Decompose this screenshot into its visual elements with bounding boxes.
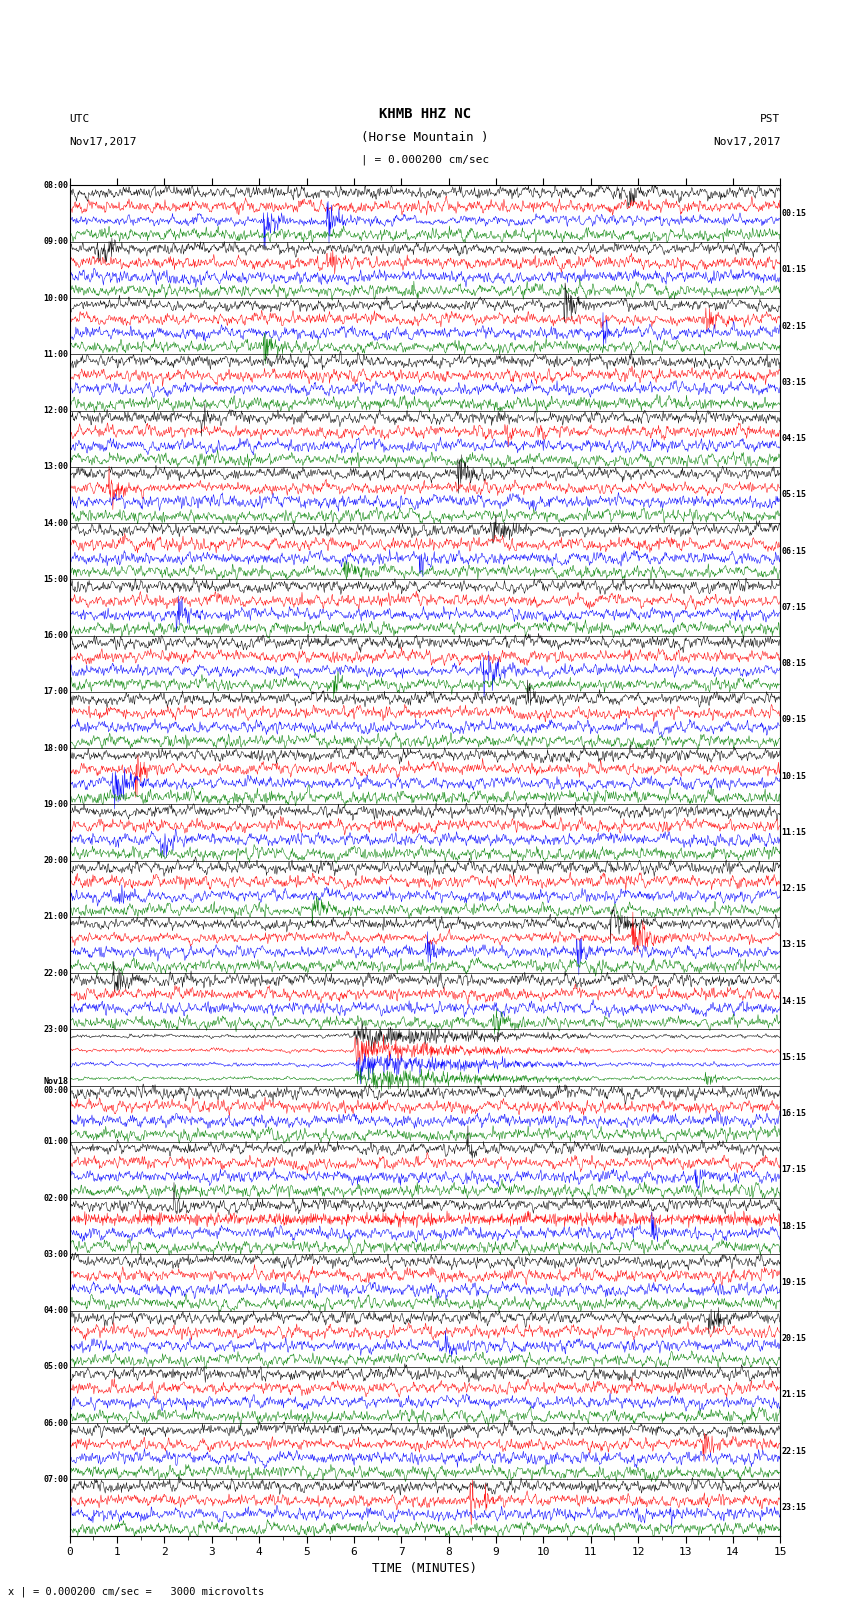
Text: 19:00: 19:00 (43, 800, 68, 808)
Text: 21:00: 21:00 (43, 913, 68, 921)
Text: 11:00: 11:00 (43, 350, 68, 358)
Text: UTC: UTC (70, 115, 90, 124)
Text: 15:15: 15:15 (782, 1053, 807, 1061)
Text: x | = 0.000200 cm/sec =   3000 microvolts: x | = 0.000200 cm/sec = 3000 microvolts (8, 1586, 264, 1597)
Text: PST: PST (760, 115, 780, 124)
Text: 20:00: 20:00 (43, 857, 68, 865)
Text: 12:00: 12:00 (43, 406, 68, 415)
Text: 14:00: 14:00 (43, 518, 68, 527)
Text: 02:00: 02:00 (43, 1194, 68, 1203)
Text: 01:15: 01:15 (782, 266, 807, 274)
Text: 04:15: 04:15 (782, 434, 807, 444)
Text: 20:15: 20:15 (782, 1334, 807, 1344)
Text: 00:15: 00:15 (782, 210, 807, 218)
Text: 04:00: 04:00 (43, 1307, 68, 1315)
Text: 03:15: 03:15 (782, 377, 807, 387)
Text: 05:00: 05:00 (43, 1363, 68, 1371)
Text: 09:00: 09:00 (43, 237, 68, 247)
Text: 14:15: 14:15 (782, 997, 807, 1005)
Text: 22:00: 22:00 (43, 968, 68, 977)
Text: KHMB HHZ NC: KHMB HHZ NC (379, 106, 471, 121)
Text: 12:15: 12:15 (782, 884, 807, 894)
Text: 08:15: 08:15 (782, 660, 807, 668)
Text: 21:15: 21:15 (782, 1390, 807, 1400)
Text: 17:15: 17:15 (782, 1166, 807, 1174)
Text: 10:15: 10:15 (782, 771, 807, 781)
Text: 01:00: 01:00 (43, 1137, 68, 1147)
Text: 06:15: 06:15 (782, 547, 807, 555)
Text: 09:15: 09:15 (782, 716, 807, 724)
Text: 22:15: 22:15 (782, 1447, 807, 1455)
Text: 23:15: 23:15 (782, 1503, 807, 1511)
Text: 07:00: 07:00 (43, 1474, 68, 1484)
Text: 07:15: 07:15 (782, 603, 807, 611)
Text: 16:00: 16:00 (43, 631, 68, 640)
Text: 03:00: 03:00 (43, 1250, 68, 1258)
Text: 00:00: 00:00 (43, 1086, 68, 1095)
Text: 05:15: 05:15 (782, 490, 807, 500)
Text: Nov17,2017: Nov17,2017 (713, 137, 780, 147)
Text: | = 0.000200 cm/sec: | = 0.000200 cm/sec (361, 153, 489, 165)
Text: 06:00: 06:00 (43, 1418, 68, 1428)
Text: 11:15: 11:15 (782, 827, 807, 837)
Text: 23:00: 23:00 (43, 1024, 68, 1034)
X-axis label: TIME (MINUTES): TIME (MINUTES) (372, 1561, 478, 1574)
Text: (Horse Mountain ): (Horse Mountain ) (361, 131, 489, 144)
Text: 13:15: 13:15 (782, 940, 807, 950)
Text: 02:15: 02:15 (782, 321, 807, 331)
Text: Nov18: Nov18 (43, 1076, 68, 1086)
Text: 15:00: 15:00 (43, 574, 68, 584)
Text: Nov17,2017: Nov17,2017 (70, 137, 137, 147)
Text: 13:00: 13:00 (43, 463, 68, 471)
Text: 16:15: 16:15 (782, 1110, 807, 1118)
Text: 08:00: 08:00 (43, 181, 68, 190)
Text: 10:00: 10:00 (43, 294, 68, 303)
Text: 18:15: 18:15 (782, 1221, 807, 1231)
Text: 19:15: 19:15 (782, 1277, 807, 1287)
Text: 17:00: 17:00 (43, 687, 68, 697)
Text: 18:00: 18:00 (43, 744, 68, 753)
